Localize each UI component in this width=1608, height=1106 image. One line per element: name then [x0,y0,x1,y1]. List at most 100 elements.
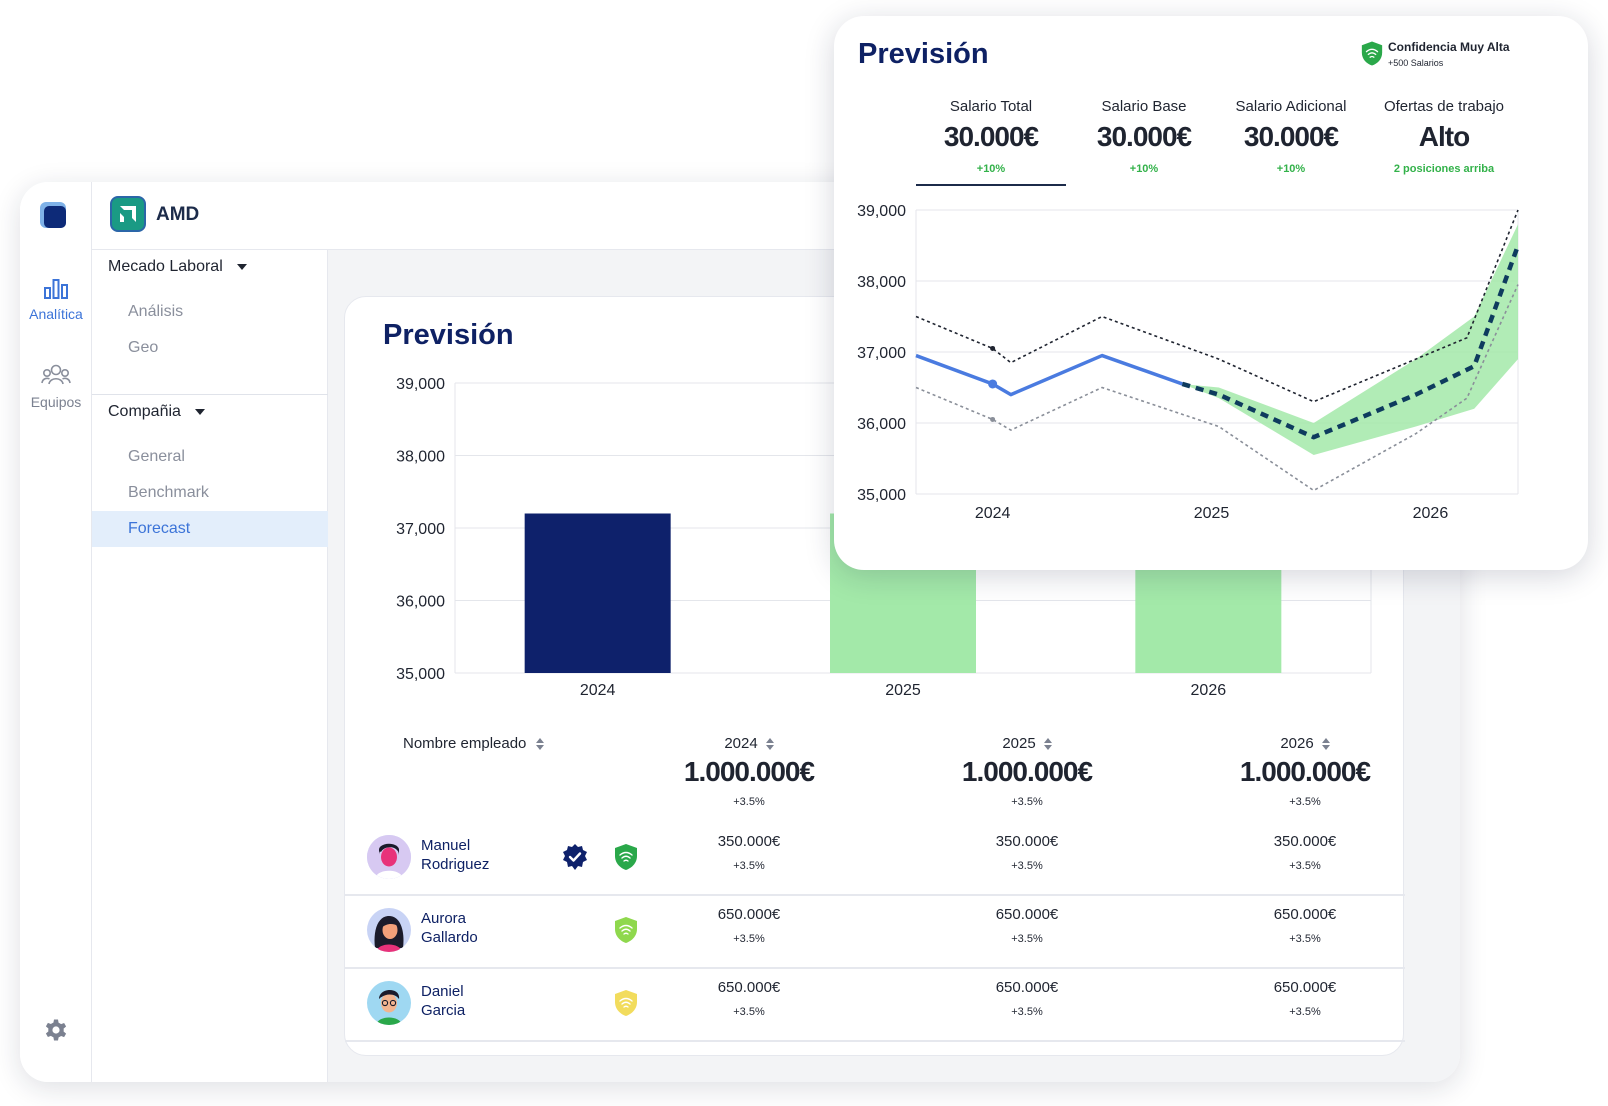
y-tick-label: 36,000 [396,594,445,611]
salary-value: 650.000€ [995,979,1059,996]
employee-last-name: Rodriguez [421,856,490,873]
nav-item-benchmark[interactable]: Benchmark [128,484,209,501]
table-row[interactable]: Manuel Rodriguez 350.000€ +3.5% [345,823,1405,896]
year-change: +3.5% [733,796,765,808]
avatar [367,981,411,1025]
year-label: 2024 [724,735,758,752]
nav-section-header[interactable]: Mecado Laboral [92,250,328,284]
kpi-value: Alto [1418,121,1470,152]
confidence-shield-icon [615,917,637,943]
year-change: +3.5% [1011,796,1043,808]
company-logo [110,196,146,232]
kpi-change: +10% [976,163,1006,175]
salary-change: +3.5% [1011,860,1043,872]
table-row[interactable]: Aurora Gallardo 650.000€ +3.5% 650.000€ … [345,896,1405,969]
rail-label-equipos: Equipos [30,394,82,410]
app-logo[interactable] [40,202,72,234]
nav-item-general[interactable]: General [128,448,185,465]
salary-cell: 650.000€ +3.5% [937,979,1117,1018]
x-tick-label: 2025 [1194,505,1230,522]
salary-change: +3.5% [733,1006,765,1018]
salary-change: +3.5% [733,933,765,945]
data-point [988,379,998,389]
year-total: 1.000.000€ [1239,756,1371,787]
table-row[interactable]: Daniel Garcia 650.000€ +3.5% 650.000€ +3… [345,969,1405,1042]
kpi-value: 30.000€ [1096,121,1192,152]
kpi-tab-salario-total[interactable]: Salario Total 30.000€ +10% [916,98,1066,175]
nav-item-analisis[interactable]: Análisis [128,303,184,320]
y-tick-label: 36,000 [857,416,906,433]
salary-cell: 650.000€ +3.5% [659,906,839,945]
sort-icon[interactable] [765,737,774,750]
year-column-header[interactable]: 2026 1.000.000€ +3.5% [1215,735,1395,808]
year-total: 1.000.000€ [683,756,815,787]
y-tick-label: 38,000 [857,274,906,291]
kpi-value: 30.000€ [943,121,1039,152]
nav-item-forecast[interactable]: Forecast [92,511,328,547]
kpi-tab-salario-adicional[interactable]: Salario Adicional 30.000€ +10% [1216,98,1366,175]
salary-cell: 650.000€ +3.5% [1215,906,1395,945]
employee-first-name: Daniel [421,983,464,1000]
salary-change: +3.5% [1289,1006,1321,1018]
gear-icon[interactable] [42,1016,70,1044]
page-title: Previsión [383,319,514,351]
data-point [990,345,996,351]
y-tick-label: 35,000 [396,666,445,683]
employee-name[interactable]: Manuel Rodriguez [421,836,541,874]
x-tick-label: 2026 [1413,505,1449,522]
employee-name[interactable]: Aurora Gallardo [421,909,541,947]
y-tick-label: 39,000 [857,203,906,220]
confidence-subtext: +500 Salarios [1388,58,1444,68]
y-tick-label: 39,000 [396,376,445,393]
year-column-header[interactable]: 2024 1.000.000€ +3.5% [659,735,839,808]
rail-item-equipos[interactable]: Equipos [20,362,92,410]
kpi-tab-ofertas[interactable]: Ofertas de trabajo Alto 2 posiciones arr… [1364,98,1524,175]
salary-value: 650.000€ [717,979,781,996]
x-tick-label: 2024 [580,682,616,699]
kpi-label: Salario Total [949,98,1033,115]
nav-item-geo[interactable]: Geo [128,339,159,356]
salary-value: 650.000€ [1273,979,1337,996]
kpi-tab-salario-base[interactable]: Salario Base 30.000€ +10% [1069,98,1219,175]
confidence-band [1182,224,1518,455]
year-column-header[interactable]: 2025 1.000.000€ +3.5% [937,735,1117,808]
caret-down-icon [194,409,205,415]
nav-divider [92,394,328,395]
salary-change: +3.5% [733,860,765,872]
team-icon [41,364,71,385]
confidence-shield-icon [1361,41,1383,66]
kpi-change: 2 posiciones arriba [1393,163,1495,175]
sort-icon[interactable] [1043,737,1052,750]
kpi-label: Salario Adicional [1235,98,1347,115]
kpi-label: Salario Base [1101,98,1187,115]
rail-item-analitica[interactable]: Analítica [20,276,92,322]
confidence-shield-icon [615,990,637,1016]
salary-value: 650.000€ [995,906,1059,923]
confidence-label: Confidencia Muy Alta [1388,40,1510,54]
employee-name[interactable]: Daniel Garcia [421,982,541,1020]
kpi-value: 30.000€ [1243,121,1339,152]
bar [524,513,671,673]
verified-badge-icon [563,844,587,870]
upper-estimate-line [915,209,1519,403]
y-tick-label: 35,000 [857,487,906,504]
year-label: 2026 [1280,735,1314,752]
sort-icon[interactable] [536,737,545,750]
nav-section-label: Compañia [108,403,181,420]
actual-salary-line [915,353,1183,397]
avatar [367,835,411,879]
nav-section-mercado: Mecado Laboral Análisis Geo [92,250,328,366]
bar-chart-icon [44,279,68,299]
y-tick-label: 37,000 [857,345,906,362]
employee-first-name: Aurora [421,910,467,927]
salary-cell: 350.000€ +3.5% [1215,833,1395,872]
year-label: 2025 [1002,735,1036,752]
salary-value: 350.000€ [1273,833,1337,850]
name-column-header[interactable]: Nombre empleado [403,735,545,752]
nav-section-header[interactable]: Compañia [92,395,328,429]
nav-panel: Mecado Laboral Análisis Geo Compañia Gen… [92,250,328,1082]
salary-value: 350.000€ [995,833,1059,850]
caret-down-icon [236,264,247,270]
forecast-popup-card: Previsión Confidencia Muy Alta +500 Sala… [834,16,1588,570]
sort-icon[interactable] [1321,737,1330,750]
